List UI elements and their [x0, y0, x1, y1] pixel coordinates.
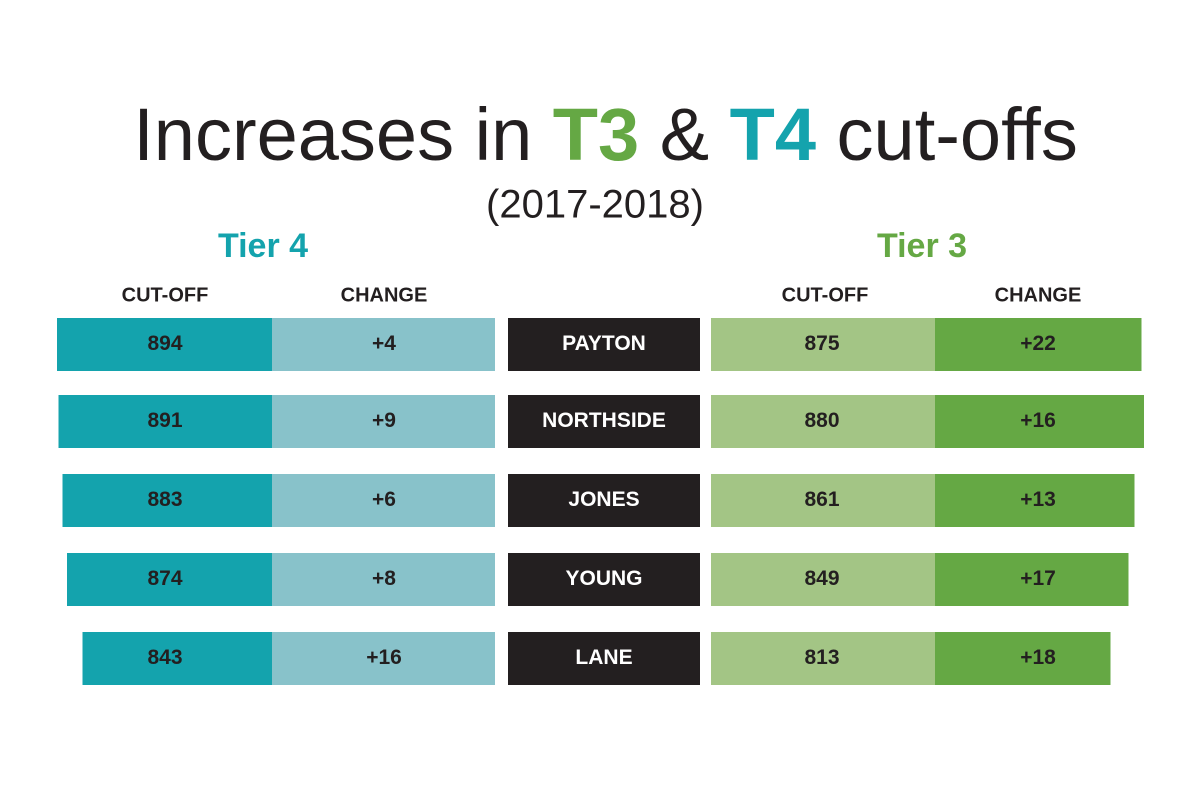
school-name: PAYTON [562, 332, 646, 355]
cutoff-bar [711, 395, 935, 448]
change-bar [935, 553, 1129, 606]
column-header: CHANGE [341, 284, 428, 306]
cutoff-value: 894 [147, 332, 182, 355]
school-name: YOUNG [565, 567, 642, 590]
cutoff-value: 883 [147, 488, 182, 511]
cutoff-value: 891 [147, 409, 182, 432]
school-box [508, 474, 700, 527]
school-box [508, 553, 700, 606]
cutoff-bar [67, 553, 272, 606]
cutoff-value: 880 [804, 409, 839, 432]
school-box [508, 395, 700, 448]
change-bar [272, 474, 495, 527]
tier-heading: Tier 3 [877, 227, 967, 265]
school-box [508, 632, 700, 685]
cutoff-value: 813 [804, 646, 839, 669]
change-value: +22 [1020, 332, 1056, 355]
change-value: +18 [1020, 646, 1056, 669]
column-header: CUT-OFF [122, 284, 209, 306]
cutoff-value: 843 [147, 646, 182, 669]
column-header: CUT-OFF [782, 284, 869, 306]
change-value: +16 [366, 646, 402, 669]
title-part: T4 [730, 93, 816, 176]
change-value: +8 [372, 567, 396, 590]
subtitle: (2017-2018) [486, 183, 704, 227]
change-bar [935, 474, 1135, 527]
change-value: +13 [1020, 488, 1056, 511]
change-value: +16 [1020, 409, 1056, 432]
cutoff-bar [57, 318, 272, 371]
change-bar [935, 318, 1142, 371]
change-bar [272, 395, 495, 448]
tier-heading: Tier 4 [218, 227, 308, 265]
cutoff-bar [711, 474, 935, 527]
cutoff-bar [711, 632, 935, 685]
cutoff-bar [58, 395, 272, 448]
change-bar [272, 553, 495, 606]
change-value: +4 [372, 332, 396, 355]
title: Increases in T3 & T4 cut-offs [30, 93, 1139, 176]
title-part: cut-offs [816, 93, 1078, 176]
change-value: +9 [372, 409, 396, 432]
change-bar [935, 632, 1111, 685]
cutoff-value: 874 [147, 567, 182, 590]
change-bar [272, 632, 495, 685]
rows: 894 +4 891 +9 883 +6 874 +8 843 +16 PAYTON NORTHSID… [57, 318, 1144, 685]
school-name: LANE [575, 646, 632, 669]
cutoff-bar [711, 318, 935, 371]
cutoff-value: 861 [804, 488, 839, 511]
cutoff-value: 875 [804, 332, 839, 355]
school-name: JONES [568, 488, 639, 511]
title-part: T3 [553, 93, 639, 176]
change-bar [935, 395, 1144, 448]
cutoff-bar [82, 632, 272, 685]
change-value: +17 [1020, 567, 1056, 590]
school-box [508, 318, 700, 371]
cutoff-bar [62, 474, 272, 527]
change-value: +6 [372, 488, 396, 511]
school-name: NORTHSIDE [542, 409, 666, 432]
title-part: Increases in [133, 93, 553, 176]
column-header: CHANGE [995, 284, 1082, 306]
change-bar [272, 318, 495, 371]
cutoff-value: 849 [804, 567, 839, 590]
title-part: & [639, 93, 729, 176]
cutoff-bar [711, 553, 935, 606]
